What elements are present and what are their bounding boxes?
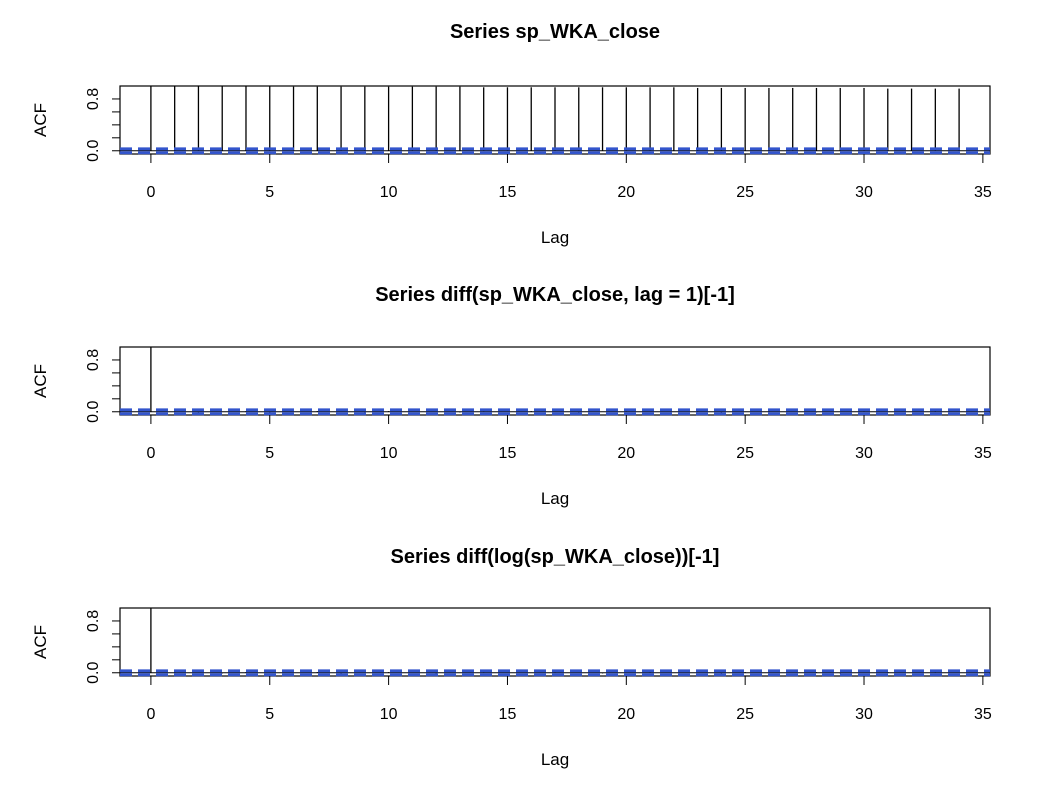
y-tick-label: 0.8 (85, 88, 102, 110)
x-tick-label: 5 (265, 184, 274, 201)
chart-title: Series sp_WKA_close (450, 21, 660, 43)
plot-frame (119, 346, 991, 416)
x-tick-label: 35 (974, 445, 992, 462)
x-tick-label: 25 (736, 184, 754, 201)
x-tick-label: 5 (265, 706, 274, 723)
plot-frame (119, 607, 991, 677)
x-axis-label: Lag (541, 489, 569, 508)
y-axis-label: ACF (31, 625, 50, 659)
y-tick-label: 0.0 (85, 401, 102, 423)
acf-panel-diff: Series diff(sp_WKA_close, lag = 1)[-1] L… (31, 284, 992, 508)
x-tick-label: 0 (146, 445, 155, 462)
x-tick-label: 20 (617, 184, 635, 201)
x-tick-label: 35 (974, 706, 992, 723)
acf-panel-sp-wka-close: Series sp_WKA_close Lag ACF 0 5 10 15 20 25 30… (31, 21, 992, 247)
x-tick-label: 20 (617, 706, 635, 723)
x-tick-label: 35 (974, 184, 992, 201)
y-tick-label: 0.8 (85, 349, 102, 371)
x-tick-label: 0 (146, 706, 155, 723)
y-axis-label: ACF (31, 364, 50, 398)
x-tick-label: 25 (736, 445, 754, 462)
x-tick-label: 25 (736, 706, 754, 723)
x-tick-label: 0 (146, 184, 155, 201)
x-tick-label: 30 (855, 184, 873, 201)
chart-title: Series diff(log(sp_WKA_close))[-1] (391, 546, 720, 568)
y-axis-label: ACF (31, 103, 50, 137)
x-tick-label: 10 (380, 184, 398, 201)
x-tick-label: 20 (617, 445, 635, 462)
chart-title: Series diff(sp_WKA_close, lag = 1)[-1] (375, 284, 735, 306)
x-axis-label: Lag (541, 228, 569, 247)
x-tick-label: 15 (499, 706, 517, 723)
x-tick-label: 15 (499, 445, 517, 462)
x-tick-label: 15 (499, 184, 517, 201)
x-axis-label: Lag (541, 750, 569, 769)
y-tick-label: 0.0 (85, 662, 102, 684)
acf-panel-diff-log: Series diff(log(sp_WKA_close))[-1] Lag A… (31, 546, 992, 769)
x-tick-label: 10 (380, 445, 398, 462)
y-tick-label: 0.0 (85, 140, 102, 162)
x-tick-label: 30 (855, 706, 873, 723)
x-tick-label: 5 (265, 445, 274, 462)
x-tick-label: 30 (855, 445, 873, 462)
x-tick-label: 10 (380, 706, 398, 723)
y-tick-label: 0.8 (85, 610, 102, 632)
